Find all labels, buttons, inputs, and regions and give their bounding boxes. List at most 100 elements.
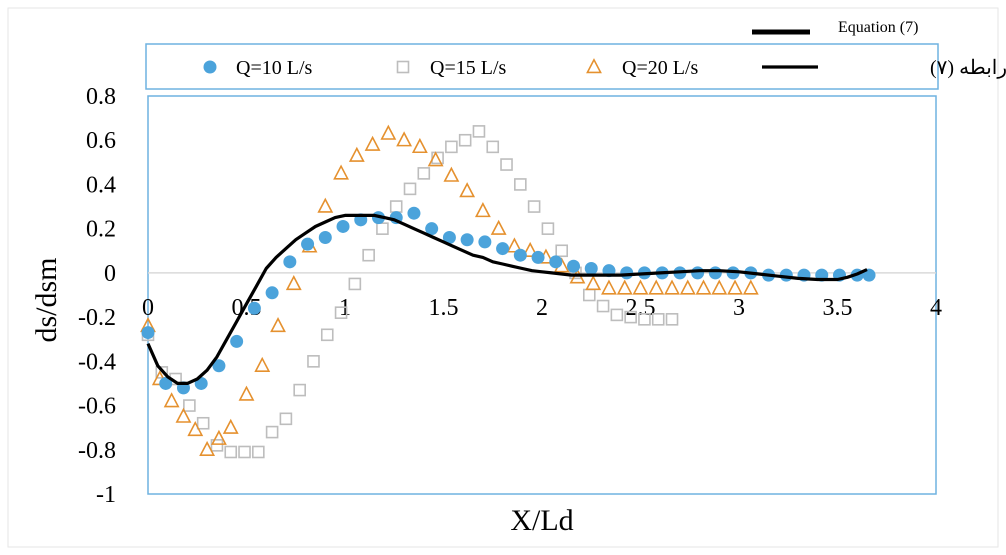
data-point xyxy=(407,206,421,220)
legend-label: Q=15 L/s xyxy=(430,57,506,79)
x-tick-label: 4 xyxy=(930,295,942,321)
data-point xyxy=(348,146,365,162)
data-point xyxy=(417,167,431,180)
y-tick-label: -0.2 xyxy=(78,305,116,331)
data-point xyxy=(490,219,507,235)
data-point xyxy=(651,313,665,326)
data-point xyxy=(376,222,389,235)
data-point xyxy=(141,326,155,340)
series-4 xyxy=(146,213,868,385)
data-point xyxy=(230,334,244,348)
data-point xyxy=(348,277,362,291)
data-point xyxy=(555,244,569,258)
data-point xyxy=(549,255,563,269)
data-point xyxy=(458,133,472,147)
equation-curve xyxy=(146,213,868,385)
data-point xyxy=(333,164,349,180)
data-point xyxy=(472,125,486,138)
data-point xyxy=(362,248,375,262)
data-point xyxy=(727,279,743,295)
data-point xyxy=(163,392,180,408)
data-point xyxy=(585,275,602,291)
data-point xyxy=(411,137,428,154)
data-point xyxy=(443,166,460,182)
data-point xyxy=(396,131,413,147)
data-point xyxy=(442,231,456,245)
data-point xyxy=(691,266,705,280)
data-point xyxy=(187,420,204,437)
data-point xyxy=(474,202,491,218)
legend-marker xyxy=(586,58,602,74)
data-point xyxy=(317,197,334,213)
data-point xyxy=(175,407,192,423)
data-point xyxy=(742,279,759,295)
data-point xyxy=(478,235,492,249)
data-point xyxy=(648,279,665,295)
data-point xyxy=(460,233,474,247)
data-point xyxy=(364,135,381,151)
data-point xyxy=(283,255,297,269)
legend-label: رابطه (۷) xyxy=(930,57,1006,79)
legend-marker xyxy=(396,60,410,74)
y-axis-label: ds/dsm xyxy=(30,257,63,342)
data-point xyxy=(318,231,332,245)
data-point xyxy=(531,250,545,264)
data-point xyxy=(711,279,728,295)
plot-area xyxy=(147,95,937,495)
x-tick-label: 1.5 xyxy=(429,295,459,321)
data-point xyxy=(301,237,315,251)
y-tick-label: 0.4 xyxy=(86,172,116,198)
x-tick-label: 2.5 xyxy=(626,295,656,321)
x-axis-label: X/Ld xyxy=(510,504,573,537)
y-tick-label: -1 xyxy=(96,482,116,508)
x-tick-label: 2 xyxy=(536,295,548,321)
y-tick-label: 0.6 xyxy=(86,128,116,154)
data-point xyxy=(270,317,286,333)
data-point xyxy=(334,306,348,319)
data-point xyxy=(638,313,651,326)
x-tick-label: 0 xyxy=(142,295,154,321)
data-point xyxy=(601,279,617,295)
data-point xyxy=(210,439,224,452)
top-note-text: Equation (7) xyxy=(838,19,918,36)
data-point xyxy=(159,376,173,390)
data-point xyxy=(665,313,679,326)
data-point xyxy=(307,355,320,368)
data-point xyxy=(596,299,610,313)
data-point xyxy=(506,237,523,253)
data-point xyxy=(496,242,510,256)
y-tick-label: 0.8 xyxy=(86,84,116,110)
x-tick-label: 3.5 xyxy=(823,295,853,321)
data-point xyxy=(403,182,417,196)
y-tick-label: -0.4 xyxy=(78,349,116,375)
data-point xyxy=(708,266,722,280)
data-point xyxy=(425,222,439,236)
data-point xyxy=(695,279,712,295)
x-tick-label: 3 xyxy=(733,295,745,321)
data-point xyxy=(664,279,680,295)
data-point xyxy=(541,222,555,235)
y-tick-label: 0.2 xyxy=(86,217,116,243)
data-point xyxy=(616,279,633,295)
legend-marker xyxy=(203,60,217,74)
legend-label: Q=10 L/s xyxy=(236,57,312,79)
y-axis-ticks: 0.8 0.6 0.4 0.2 0 -0.2 -0.4 -0.6 -0.8 -1 xyxy=(78,84,116,508)
data-point xyxy=(279,412,293,426)
data-point xyxy=(238,385,255,401)
data-point xyxy=(199,440,216,456)
data-point xyxy=(222,418,239,434)
data-point xyxy=(224,445,238,459)
data-point xyxy=(183,399,196,412)
y-tick-label: -0.6 xyxy=(78,394,116,420)
data-point xyxy=(632,279,649,295)
data-point xyxy=(500,158,513,171)
data-point xyxy=(247,301,261,315)
data-point xyxy=(567,259,581,273)
data-point xyxy=(238,445,251,459)
data-point xyxy=(445,140,458,154)
data-point xyxy=(196,416,210,430)
y-tick-label: 0 xyxy=(104,261,116,287)
data-point xyxy=(427,151,444,167)
data-point xyxy=(522,241,539,257)
